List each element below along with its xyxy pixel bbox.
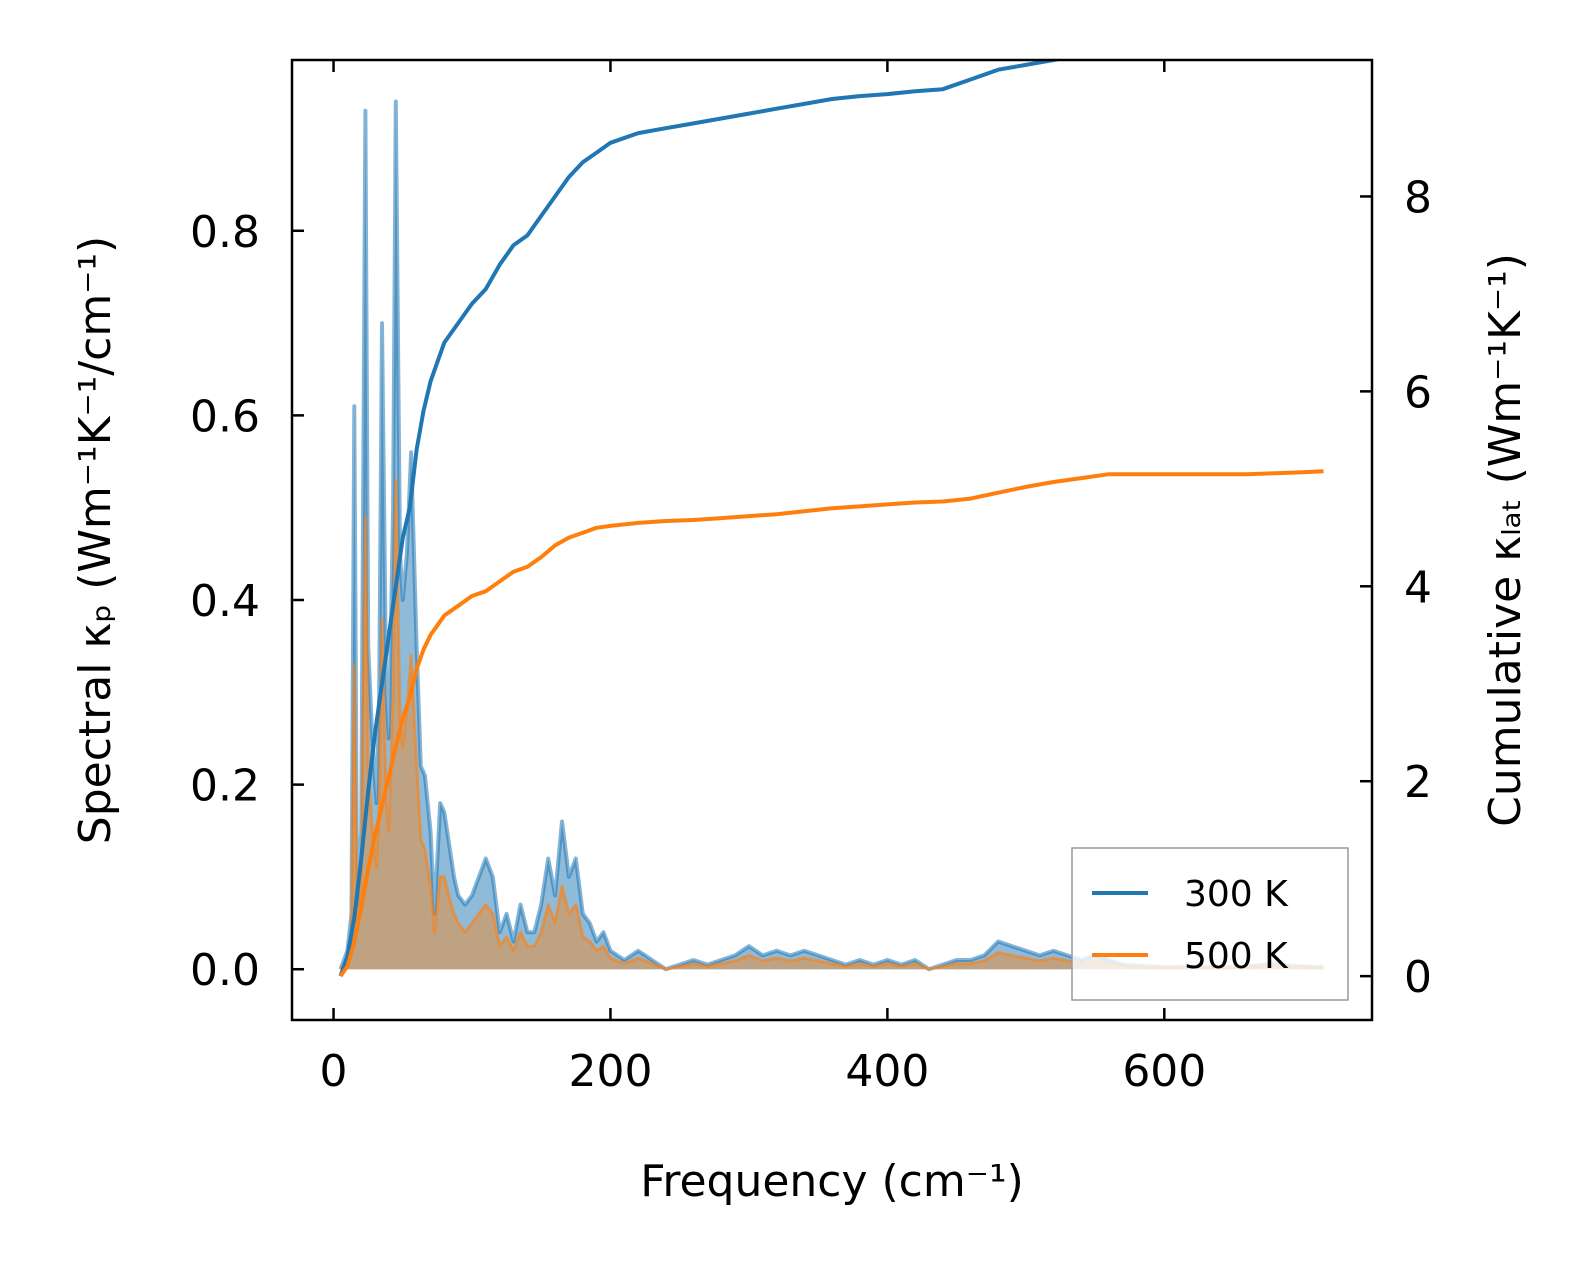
- y-tick-label-right: 6: [1404, 367, 1432, 418]
- cumulative-line-300k: [338, 60, 1065, 977]
- x-axis-label: Frequency (cm⁻¹): [640, 1156, 1024, 1207]
- legend-label-500k: 500 K: [1184, 936, 1289, 977]
- y-tick-label-left: 0.8: [190, 207, 260, 258]
- axes-frame: [290, 58, 1374, 1022]
- y-axis-label-left: Spectral κₚ (Wm⁻¹K⁻¹/cm⁻¹): [70, 236, 121, 844]
- spectral-area-500k: [340, 480, 1324, 970]
- y-tick-label-left: 0.0: [190, 945, 260, 996]
- axis-tick-labels: 0 200 400 600 0.0 0.2 0.4 0.6 0.8 0 2 4 6 8: [190, 172, 1432, 1097]
- y-tick-label-left: 0.2: [190, 761, 260, 812]
- cumulative-line-500k: [338, 469, 1324, 978]
- plot-area: [338, 60, 1324, 978]
- y-tick-label-left: 0.4: [190, 576, 260, 627]
- legend-label-300k: 300 K: [1184, 874, 1289, 915]
- x-tick-label: 400: [845, 1046, 929, 1097]
- legend: 300 K 500 K: [1071, 847, 1349, 1001]
- axis-ticks: [292, 60, 1372, 1020]
- y-axis-label-right: Cumulative κₗₐₜ (Wm⁻¹K⁻¹): [1480, 253, 1531, 827]
- y-tick-label-right: 8: [1404, 172, 1432, 223]
- y-tick-label-right: 0: [1404, 952, 1432, 1003]
- legend-box: [1071, 847, 1349, 1001]
- y-tick-label-right: 4: [1404, 562, 1432, 613]
- x-tick-label: 0: [320, 1046, 348, 1097]
- y-tick-label-left: 0.6: [190, 391, 260, 442]
- y-tick-label-right: 2: [1404, 757, 1432, 808]
- x-tick-label: 600: [1122, 1046, 1206, 1097]
- x-tick-label: 200: [568, 1046, 652, 1097]
